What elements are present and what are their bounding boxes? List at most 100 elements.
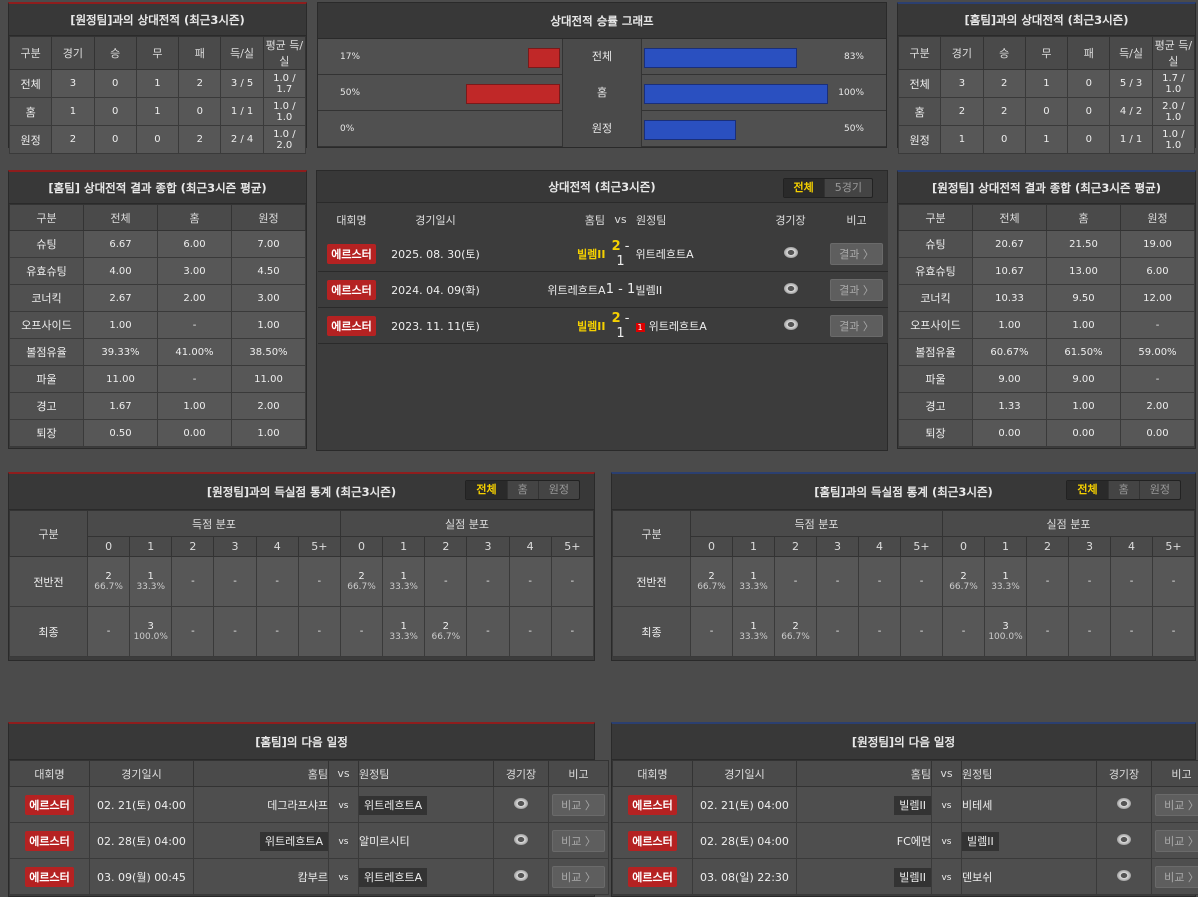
stat-cell: - [817,607,859,657]
column-header: 평균 득/실 [263,37,305,70]
tab-home[interactable]: 홈 [507,481,538,499]
result-button[interactable]: 결과 〉 [830,243,883,265]
stadium-icon[interactable] [514,798,528,809]
home-team-text: 위트레흐트A [547,284,605,297]
panel-title: [원정팀]과의 상대전적 (최근3시즌) [9,4,306,36]
compare: 비교 〉 [1152,823,1198,859]
count: - [817,576,858,587]
row-label: 코너킥 [10,285,84,312]
count: - [299,626,340,637]
compare-button[interactable]: 비교 〉 [1155,830,1198,852]
count: - [901,576,942,587]
table-cell: 1.00 [973,312,1047,339]
tab-home[interactable]: 홈 [1108,481,1139,499]
result-button[interactable]: 결과 〉 [830,315,883,337]
stadium-icon[interactable] [784,283,798,294]
percent: 33.3% [985,582,1026,592]
stat-cell: - [551,557,593,607]
table-cell: 7.00 [232,231,306,258]
stat-cell: - [817,557,859,607]
stat-cell: - [1111,557,1153,607]
table-cell: 1 / 1 [221,98,263,126]
table-cell: 59.00% [1121,339,1195,366]
stadium-icon[interactable] [1117,834,1131,845]
compare-button[interactable]: 비교 〉 [552,866,605,888]
column-header: 구분 [613,511,691,557]
count: - [901,626,942,637]
away-win-rate: 50% [340,75,360,111]
column-header: 승 [983,37,1025,70]
compare-button[interactable]: 비교 〉 [552,830,605,852]
stadium-icon[interactable] [514,834,528,845]
stadium-icon[interactable] [1117,798,1131,809]
table-cell: 3 [941,70,983,98]
vs: vs [329,823,359,859]
count: - [552,626,593,637]
scored-header: 득점 분포 [88,511,341,537]
count: 1 [985,571,1026,582]
league-text: 에르스터 [327,316,375,336]
match-date: 02. 28(토) 04:00 [90,823,194,859]
tab-away[interactable]: 원정 [538,481,579,499]
table-cell: 10.67 [973,258,1047,285]
away-team-text: 빌렘II [962,832,999,851]
count: 2 [88,571,129,582]
table-cell: 1.00 [158,393,232,420]
table-cell: 0 [94,70,136,98]
league: 에르스터 [10,859,90,895]
tab-all[interactable]: 전체 [466,481,506,499]
row-label: 유효슈팅 [899,258,973,285]
home-bar [644,84,828,104]
stadium-icon[interactable] [784,319,798,330]
away-team: 빌렘II [636,272,756,308]
table-cell: 2 [983,70,1025,98]
tab-away[interactable]: 원정 [1139,481,1180,499]
count: - [510,626,551,637]
row-label: 홈 [10,98,52,126]
tab-all[interactable]: 전체 [1067,481,1107,499]
away-team: 알미르시티 [359,823,494,859]
table-cell: 2 [52,126,94,154]
table-cell: 3 [52,70,94,98]
table-cell: 2.00 [158,285,232,312]
stadium-icon[interactable] [1117,870,1131,881]
compare-button[interactable]: 비교 〉 [552,794,605,816]
table-cell: 4.00 [84,258,158,285]
compare-button[interactable]: 비교 〉 [1155,866,1198,888]
tab-all[interactable]: 전체 [784,179,824,197]
count: - [425,576,466,587]
table-cell: 2.0 / 1.0 [1152,98,1194,126]
stat-cell: - [256,557,298,607]
table-cell: 6.00 [1121,258,1195,285]
count: 1 [733,621,774,632]
column-header: 구분 [10,37,52,70]
count: - [299,576,340,587]
table-cell: 13.00 [1047,258,1121,285]
stadium-icon[interactable] [514,870,528,881]
score: 2 - 1 [606,308,636,344]
stadium-icon[interactable] [784,247,798,258]
compare-button[interactable]: 비교 〉 [1155,794,1198,816]
result-button[interactable]: 결과 〉 [830,279,883,301]
stat-cell: - [340,607,382,657]
away-team-text: 위트레흐트A [649,320,707,333]
column-header: 전체 [973,205,1047,231]
tab-last-5[interactable]: 5경기 [824,179,872,197]
home-team: FC에먼 [797,823,932,859]
